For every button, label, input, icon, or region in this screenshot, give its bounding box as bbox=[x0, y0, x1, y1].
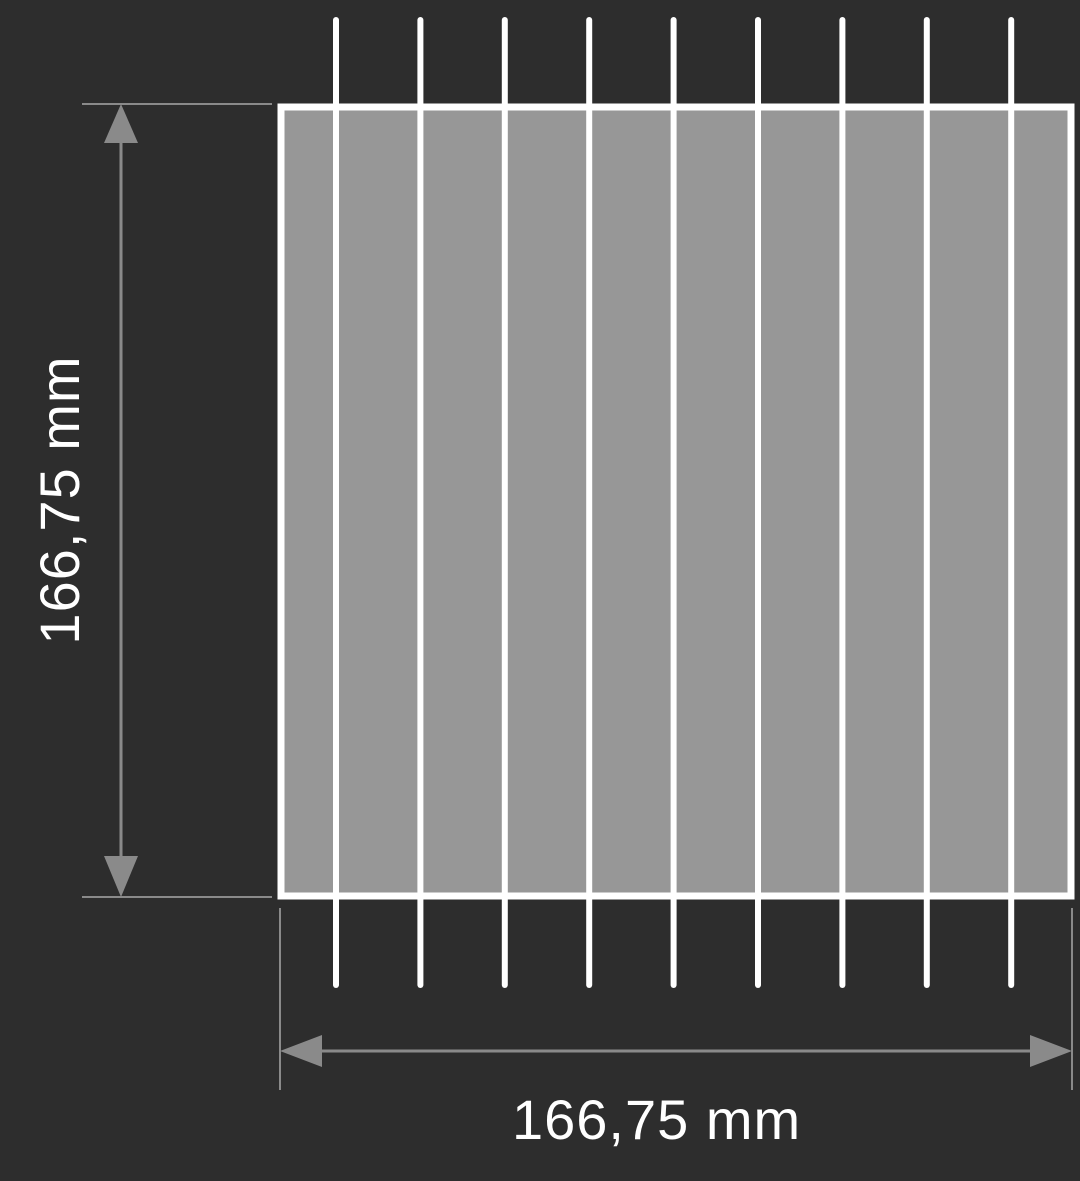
bars-group bbox=[333, 17, 1015, 988]
height-arrow-top bbox=[104, 104, 138, 143]
height-label: 166,75 mm bbox=[28, 355, 91, 645]
width-dimension bbox=[279, 908, 1073, 1090]
height-arrow-bottom bbox=[104, 856, 138, 897]
width-arrow-left bbox=[280, 1035, 322, 1067]
width-label: 166,75 mm bbox=[512, 1088, 802, 1151]
width-arrow-right bbox=[1030, 1035, 1072, 1067]
height-dimension bbox=[82, 103, 272, 898]
